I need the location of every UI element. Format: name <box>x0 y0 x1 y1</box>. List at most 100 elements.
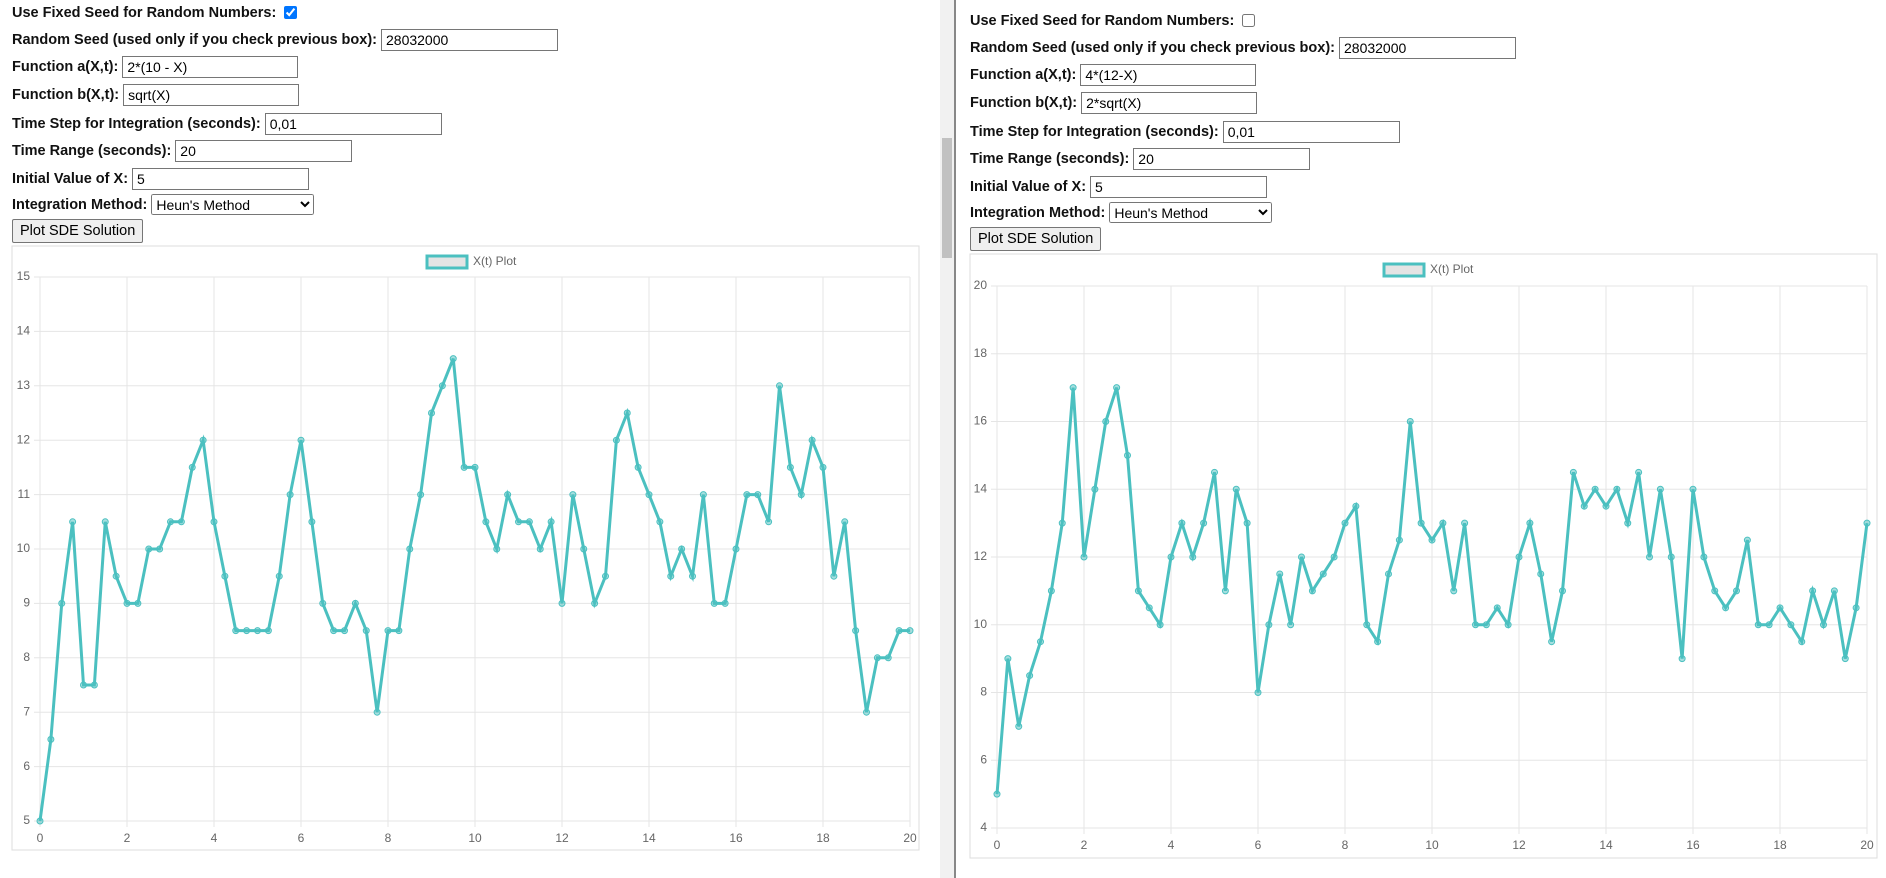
data-point <box>710 599 718 607</box>
data-point <box>275 572 283 580</box>
data-point <box>1493 604 1501 612</box>
scrollbar-thumb[interactable] <box>942 138 952 258</box>
text-input[interactable] <box>1081 92 1258 114</box>
label: Function a(X,t): <box>970 67 1077 83</box>
data-point <box>1504 621 1512 629</box>
data-point <box>286 491 294 499</box>
text-input[interactable] <box>1133 148 1311 170</box>
data-point <box>1787 621 1795 629</box>
text-input[interactable] <box>175 140 353 162</box>
data-point <box>1461 519 1469 527</box>
select[interactable]: Heun's Method <box>1109 202 1273 223</box>
y-tick-label: 7 <box>23 704 30 718</box>
x-tick-label: 6 <box>298 831 305 845</box>
divider <box>954 0 956 878</box>
data-point <box>210 518 218 526</box>
text-input[interactable] <box>132 168 310 190</box>
data-point <box>776 382 783 390</box>
data-point <box>1700 553 1708 561</box>
data-point <box>863 708 870 716</box>
data-point <box>1352 502 1360 510</box>
x-tick-label: 4 <box>211 831 218 845</box>
data-point <box>90 681 98 689</box>
data-point <box>254 627 261 635</box>
data-point <box>1820 621 1827 629</box>
x-tick-label: 14 <box>1599 838 1613 852</box>
form-row: Plot SDE Solution <box>970 227 1102 251</box>
data-point <box>1678 655 1686 663</box>
data-point <box>1145 604 1153 612</box>
y-tick-label: 12 <box>17 432 31 446</box>
text-input[interactable] <box>264 113 442 135</box>
data-point <box>569 491 577 499</box>
x-tick-label: 0 <box>994 838 1001 852</box>
form-row: Random Seed (used only if you check prev… <box>970 37 1516 59</box>
data-point <box>1809 587 1817 595</box>
data-point <box>1863 519 1871 527</box>
text-input[interactable] <box>123 84 300 106</box>
data-point <box>819 463 827 471</box>
data-point <box>1265 621 1273 629</box>
data-point <box>1026 672 1034 680</box>
button[interactable]: Plot SDE Solution <box>12 219 144 243</box>
data-point <box>123 599 131 607</box>
y-tick-label: 14 <box>974 481 988 495</box>
x-tick-label: 14 <box>642 831 656 845</box>
data-point <box>1830 587 1838 595</box>
data-point <box>536 545 544 553</box>
text-input[interactable] <box>1080 64 1257 86</box>
text-input[interactable] <box>381 29 558 51</box>
data-point <box>177 518 185 526</box>
data-point <box>1221 587 1229 595</box>
label: Time Range (seconds): <box>12 143 172 159</box>
data-point <box>47 735 55 743</box>
y-tick-label: 11 <box>18 487 31 501</box>
data-point <box>1243 519 1251 527</box>
data-point <box>145 545 153 553</box>
checkbox[interactable] <box>284 6 298 19</box>
label: Function a(X,t): <box>12 59 119 75</box>
legend-label: X(t) Plot <box>473 254 517 268</box>
data-point <box>721 599 729 607</box>
x-tick-label: 8 <box>385 831 392 845</box>
y-tick-label: 6 <box>23 759 30 773</box>
y-tick-label: 10 <box>17 541 31 555</box>
legend-swatch <box>1382 262 1426 278</box>
data-point <box>1341 519 1349 527</box>
text-input[interactable] <box>1222 121 1400 143</box>
data-point <box>1406 418 1414 425</box>
data-point <box>1635 468 1643 476</box>
label: Time Range (seconds): <box>970 151 1130 167</box>
data-point <box>1776 604 1784 612</box>
data-point <box>547 518 555 526</box>
data-point <box>1047 587 1055 595</box>
data-point <box>1765 621 1773 629</box>
form-row: Function a(X,t): <box>12 56 299 78</box>
data-point <box>1841 655 1849 663</box>
data-point <box>373 708 381 716</box>
x-tick-label: 2 <box>124 831 131 845</box>
data-point <box>1852 604 1860 612</box>
scrollbar[interactable] <box>940 0 954 878</box>
data-point <box>667 572 675 580</box>
data-point <box>1515 553 1523 561</box>
button[interactable]: Plot SDE Solution <box>970 227 1102 251</box>
y-tick-label: 16 <box>974 414 988 428</box>
data-point <box>645 491 653 499</box>
select[interactable]: Heun's Method <box>151 194 315 215</box>
checkbox[interactable] <box>1242 14 1256 27</box>
data-point <box>993 790 1001 798</box>
y-tick-label: 4 <box>980 820 987 834</box>
data-point <box>743 491 751 499</box>
text-input[interactable] <box>1339 37 1516 59</box>
data-point <box>786 463 794 471</box>
data-point <box>504 491 512 499</box>
text-input[interactable] <box>1090 176 1268 198</box>
x-tick-label: 10 <box>468 831 482 845</box>
text-input[interactable] <box>122 56 299 78</box>
data-point <box>308 518 316 526</box>
x-tick-label: 2 <box>1081 838 1088 852</box>
data-point <box>1450 587 1458 595</box>
data-point <box>525 518 533 526</box>
